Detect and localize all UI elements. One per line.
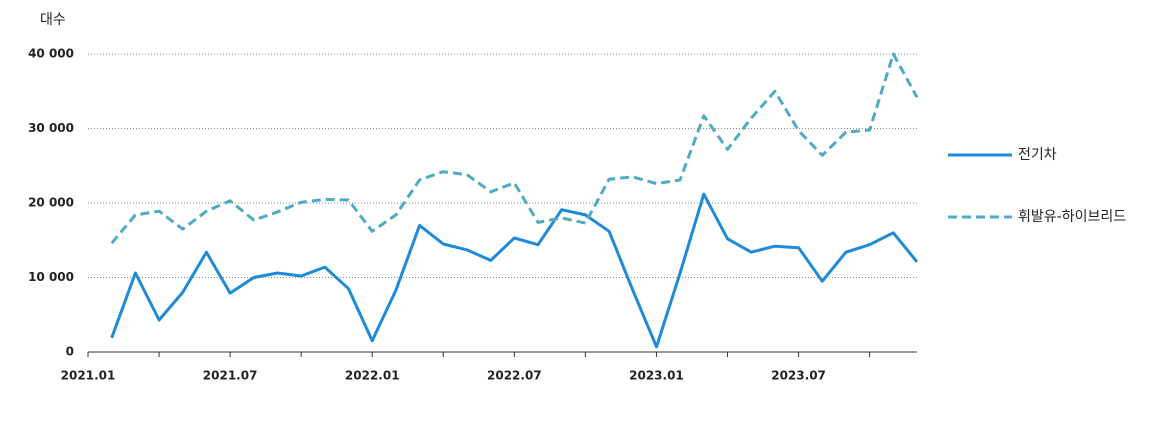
x-tick-label: 2023.01: [629, 369, 684, 383]
y-axis-label: 대수: [40, 12, 66, 28]
legend-label: 휘발유-하이브리드: [1018, 209, 1126, 225]
y-tick-label: 30 000: [28, 121, 74, 135]
y-tick-label: 0: [66, 345, 74, 359]
x-tick-label: 2021.07: [203, 369, 258, 383]
line-series: [110, 52, 919, 245]
x-tick-label: 2022.01: [345, 369, 400, 383]
x-tick-label: 2022.07: [487, 369, 542, 383]
line-series: [110, 192, 919, 349]
x-tick-label: 2023.07: [771, 369, 826, 383]
y-tick-label: 20 000: [28, 196, 74, 210]
y-tick-label: 40 000: [28, 47, 74, 61]
legend-label: 전기차: [1018, 147, 1057, 163]
x-tick-label: 2021.01: [61, 369, 116, 383]
y-tick-label: 10 000: [28, 270, 74, 284]
